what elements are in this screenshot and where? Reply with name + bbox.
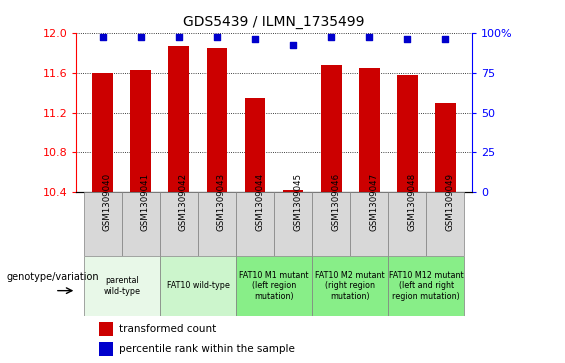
Bar — [122, 192, 160, 256]
Bar — [320, 65, 341, 192]
Bar — [84, 256, 160, 316]
Point — [212, 34, 221, 40]
Point — [250, 36, 259, 42]
Point — [364, 34, 373, 40]
Bar — [282, 190, 303, 192]
Text: GSM1309049: GSM1309049 — [445, 173, 454, 231]
Bar — [236, 192, 274, 256]
Point — [441, 36, 450, 42]
Bar — [434, 102, 455, 192]
Bar — [84, 192, 122, 256]
Point — [403, 36, 412, 42]
Point — [175, 34, 184, 40]
Text: GSM1309044: GSM1309044 — [255, 173, 264, 231]
Bar — [99, 322, 113, 336]
Bar — [99, 342, 113, 356]
Bar — [388, 192, 426, 256]
Bar — [93, 73, 114, 192]
Text: FAT10 M2 mutant
(right region
mutation): FAT10 M2 mutant (right region mutation) — [315, 271, 385, 301]
Bar — [312, 256, 388, 316]
Text: GSM1309042: GSM1309042 — [179, 173, 188, 231]
Text: FAT10 M12 mutant
(left and right
region mutation): FAT10 M12 mutant (left and right region … — [389, 271, 463, 301]
Bar — [198, 192, 236, 256]
Bar — [236, 256, 312, 316]
Point — [289, 42, 298, 48]
Bar — [131, 70, 151, 192]
Text: GSM1309040: GSM1309040 — [103, 173, 112, 231]
Bar — [207, 48, 228, 192]
Bar — [350, 192, 388, 256]
Bar — [168, 46, 189, 192]
Text: GSM1309043: GSM1309043 — [217, 173, 226, 231]
Text: GSM1309047: GSM1309047 — [369, 173, 378, 231]
Text: genotype/variation: genotype/variation — [6, 272, 99, 282]
Bar — [312, 192, 350, 256]
Text: parental
wild-type: parental wild-type — [103, 276, 141, 295]
Bar — [388, 256, 464, 316]
Text: GSM1309046: GSM1309046 — [331, 173, 340, 231]
Text: transformed count: transformed count — [119, 325, 216, 334]
Point — [136, 34, 145, 40]
Text: FAT10 M1 mutant
(left region
mutation): FAT10 M1 mutant (left region mutation) — [239, 271, 309, 301]
Bar — [160, 256, 236, 316]
Bar — [359, 68, 380, 192]
Text: percentile rank within the sample: percentile rank within the sample — [119, 344, 295, 354]
Bar — [397, 74, 418, 192]
Text: GSM1309045: GSM1309045 — [293, 173, 302, 231]
Text: FAT10 wild-type: FAT10 wild-type — [167, 281, 229, 290]
Bar — [160, 192, 198, 256]
Bar — [426, 192, 464, 256]
Bar — [274, 192, 312, 256]
Text: GSM1309041: GSM1309041 — [141, 173, 150, 231]
Point — [327, 34, 336, 40]
Point — [98, 34, 107, 40]
Title: GDS5439 / ILMN_1735499: GDS5439 / ILMN_1735499 — [183, 15, 365, 29]
Bar — [245, 98, 266, 192]
Text: GSM1309048: GSM1309048 — [407, 173, 416, 231]
